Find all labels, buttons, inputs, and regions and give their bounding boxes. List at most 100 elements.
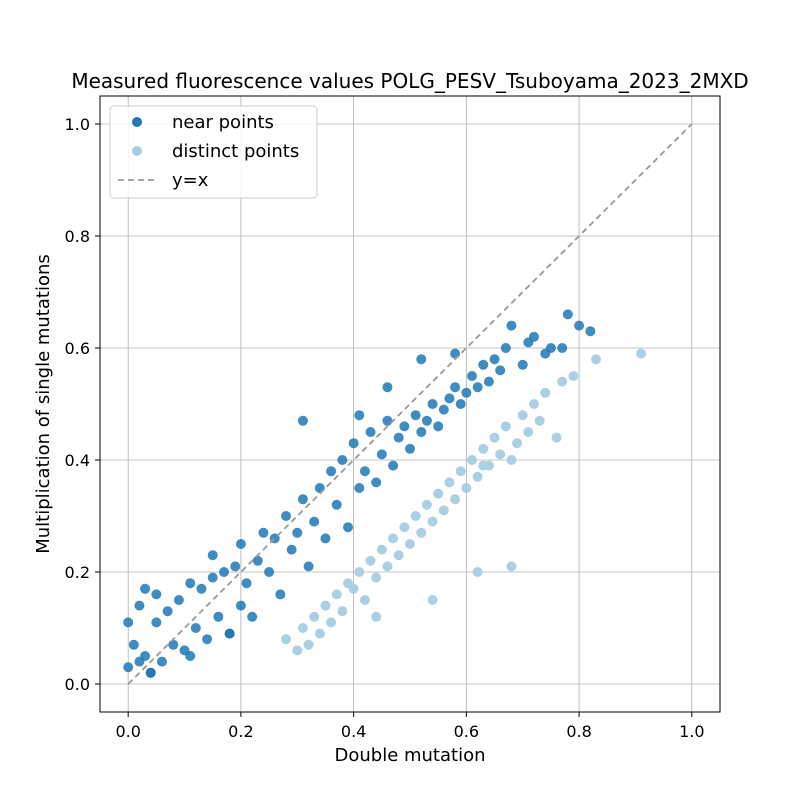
data-point <box>348 438 359 449</box>
data-point <box>376 544 387 555</box>
data-point <box>450 382 461 393</box>
data-point <box>529 399 539 409</box>
data-point <box>534 415 545 426</box>
data-point <box>151 589 162 600</box>
data-point <box>235 600 246 611</box>
data-point <box>185 578 196 589</box>
data-point <box>478 443 489 454</box>
data-point <box>145 667 156 678</box>
data-point <box>241 578 252 589</box>
data-point <box>314 628 325 639</box>
data-point <box>382 561 393 572</box>
data-point <box>292 645 303 656</box>
data-point <box>478 359 489 370</box>
data-point <box>506 320 517 331</box>
data-point <box>128 639 139 650</box>
data-point <box>371 477 382 488</box>
data-point <box>500 421 511 432</box>
y-axis-title: Multiplication of single mutations <box>33 254 54 554</box>
data-point <box>393 550 404 561</box>
data-point <box>399 421 410 432</box>
data-point <box>562 309 573 320</box>
data-point <box>343 522 353 533</box>
data-point <box>405 443 415 454</box>
x-tick-label: 0.0 <box>115 722 140 741</box>
data-point <box>472 382 483 393</box>
data-point <box>337 606 348 617</box>
data-point <box>467 371 477 381</box>
data-point <box>365 427 376 437</box>
data-point <box>523 427 534 437</box>
data-point <box>382 382 393 393</box>
data-point <box>224 628 235 639</box>
data-point <box>393 432 404 443</box>
data-point <box>585 326 596 337</box>
data-point <box>196 583 207 594</box>
y-axis-ticks: 0.0 0.2 0.4 0.6 0.8 1.0 <box>65 115 100 694</box>
data-point <box>461 387 472 398</box>
data-point <box>297 494 308 505</box>
data-point <box>483 376 494 387</box>
data-point <box>281 511 291 521</box>
data-point <box>388 533 399 544</box>
data-point <box>399 522 410 533</box>
data-point <box>371 611 382 622</box>
data-point <box>365 555 376 566</box>
data-point <box>281 634 291 645</box>
data-point <box>517 410 528 421</box>
data-point <box>416 354 427 365</box>
data-point <box>557 343 568 353</box>
data-point <box>207 572 218 583</box>
data-point <box>326 617 337 628</box>
data-point <box>512 438 523 449</box>
data-point <box>500 343 511 353</box>
data-point <box>506 455 517 465</box>
x-tick-label: 0.2 <box>228 722 253 741</box>
data-point <box>123 617 134 628</box>
data-point <box>433 421 444 432</box>
legend: near points distinct points y=x <box>109 105 318 199</box>
legend-marker-near-points <box>132 117 142 127</box>
data-point <box>574 320 585 331</box>
data-point <box>455 466 466 477</box>
data-point <box>495 449 506 460</box>
data-point <box>309 611 320 622</box>
data-point <box>416 427 427 437</box>
y-tick-label: 0.6 <box>65 339 90 358</box>
data-point <box>382 415 393 426</box>
x-axis-ticks: 0.0 0.2 0.4 0.6 0.8 1.0 <box>115 712 705 741</box>
legend-box <box>109 105 318 199</box>
data-point <box>297 415 308 426</box>
data-point <box>405 539 415 549</box>
data-point <box>438 505 449 516</box>
data-point <box>489 432 500 443</box>
data-point <box>162 606 173 617</box>
data-point <box>286 544 297 555</box>
data-point <box>540 387 551 398</box>
data-point <box>433 488 444 499</box>
legend-label-y-equals-x: y=x <box>172 170 209 191</box>
data-point <box>506 561 517 572</box>
y-tick-label: 0.4 <box>65 451 90 470</box>
y-tick-label: 0.8 <box>65 227 90 246</box>
x-tick-label: 1.0 <box>679 722 704 741</box>
data-point <box>331 499 342 510</box>
data-point <box>478 460 489 471</box>
x-axis-title: Double mutation <box>334 745 485 766</box>
data-point <box>472 567 483 577</box>
y-tick-label: 0.2 <box>65 563 90 582</box>
data-point <box>258 527 269 538</box>
data-point <box>410 410 421 421</box>
data-point <box>444 393 455 404</box>
data-point <box>320 600 331 611</box>
data-point <box>235 539 246 549</box>
data-point <box>337 455 348 465</box>
data-point <box>371 572 382 583</box>
y-tick-label: 0.0 <box>65 675 90 694</box>
data-point <box>275 589 286 600</box>
series-near-points <box>123 309 596 678</box>
data-point <box>359 466 370 477</box>
data-point <box>309 516 320 527</box>
data-point <box>517 359 528 370</box>
